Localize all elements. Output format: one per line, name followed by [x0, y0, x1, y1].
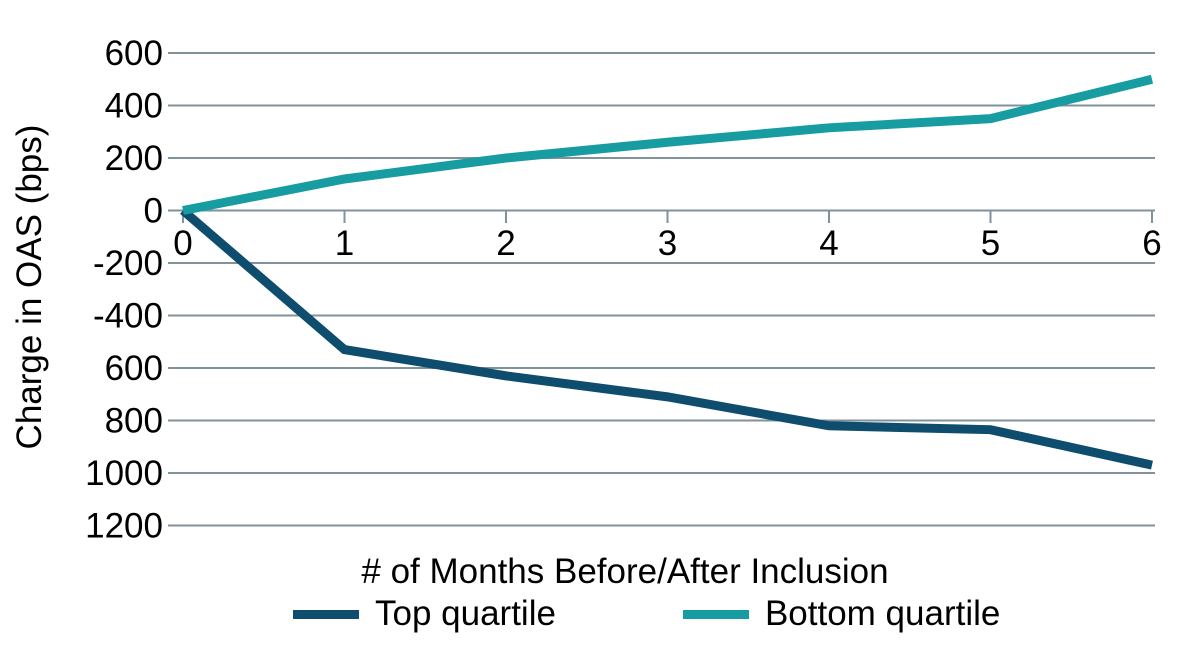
y-tick-label: -200 [93, 244, 163, 283]
legend-swatch-bottom-quartile [682, 609, 749, 619]
x-tick-label: 2 [496, 224, 515, 263]
y-axis-title: Charge in OAS (bps) [10, 124, 49, 450]
legend-label-top-quartile: Top quartile [375, 594, 556, 633]
x-tick-label: 6 [1142, 224, 1161, 263]
x-tick-label: 0 [173, 224, 192, 263]
y-tick-label: 1000 [85, 454, 163, 493]
y-tick-label: 400 [105, 87, 163, 126]
y-tick-label: 0 [144, 192, 163, 231]
y-tick-label: 600 [105, 34, 163, 73]
y-tick-label: 800 [105, 402, 163, 441]
x-tick-label: 1 [335, 224, 354, 263]
x-axis-title: # of Months Before/After Inclusion [361, 552, 889, 591]
y-tick-label: -400 [93, 297, 163, 336]
legend-item-bottom-quartile: Bottom quartile [682, 594, 1001, 634]
series-line-top-quartile [180, 207, 1153, 470]
legend-swatch-top-quartile [293, 609, 359, 619]
legend-label-bottom-quartile: Bottom quartile [764, 594, 1001, 633]
y-tick-label: 600 [105, 349, 163, 388]
legend-item-top-quartile: Top quartile [293, 594, 556, 634]
y-tick-label: 1200 [85, 507, 163, 546]
x-tick-label: 4 [819, 224, 838, 263]
series-line-bottom-quartile [182, 74, 1154, 215]
x-tick-label: 3 [658, 224, 677, 263]
y-tick-label: 200 [105, 139, 163, 178]
x-tick-label: 5 [981, 224, 1000, 263]
legend: Top quartile Bottom quartile [293, 594, 1000, 634]
